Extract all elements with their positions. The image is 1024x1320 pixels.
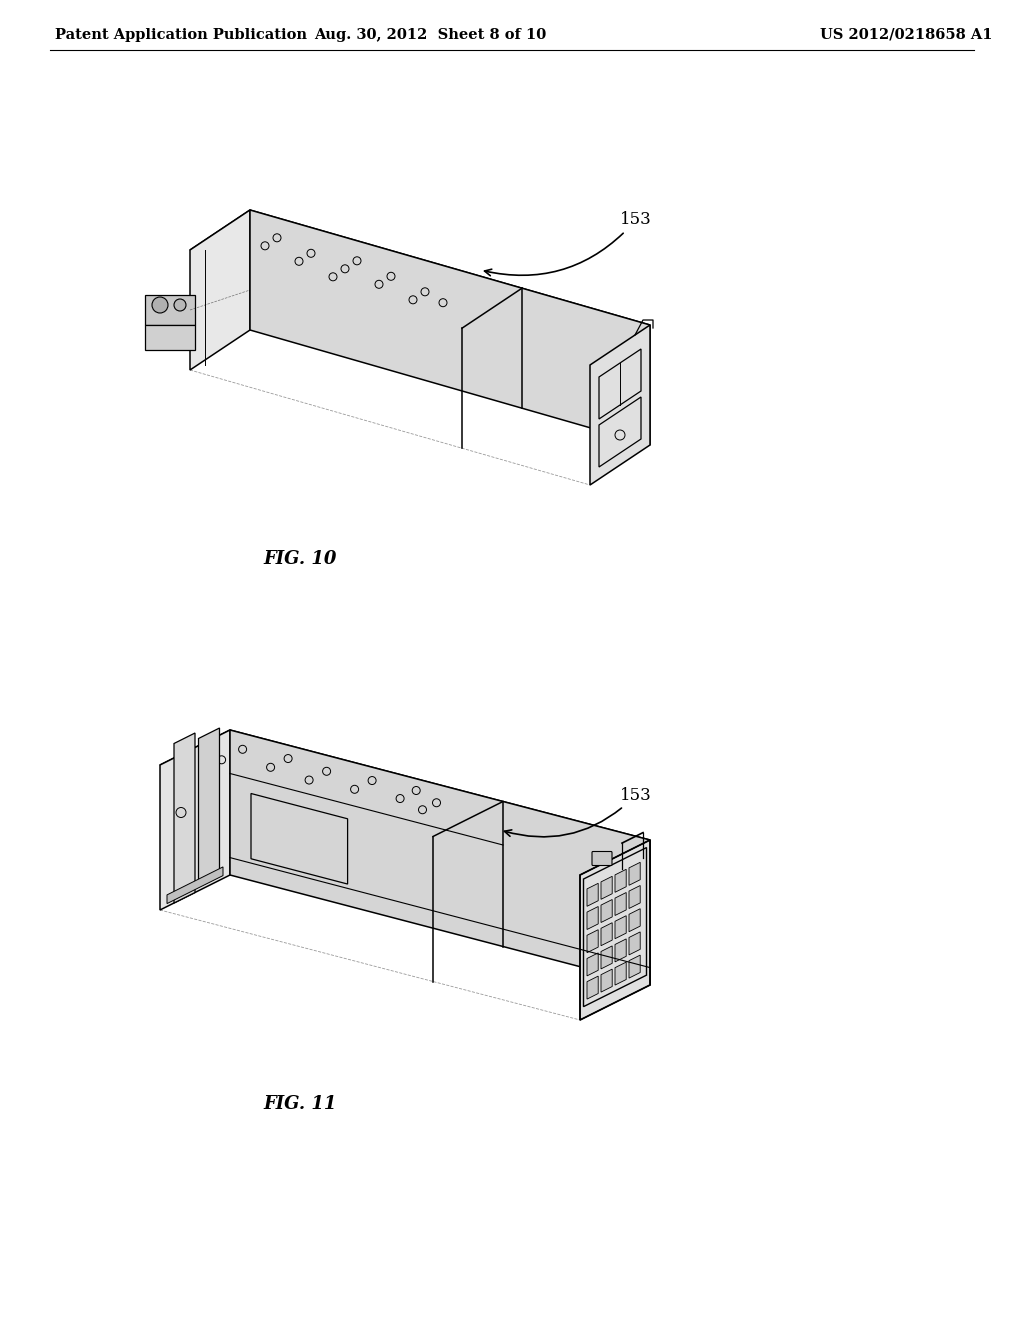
Polygon shape: [601, 876, 612, 899]
Polygon shape: [174, 733, 195, 903]
Polygon shape: [615, 962, 627, 985]
Polygon shape: [629, 862, 640, 886]
Polygon shape: [587, 953, 598, 975]
Polygon shape: [629, 908, 640, 932]
Polygon shape: [587, 975, 598, 999]
Polygon shape: [601, 899, 612, 923]
Polygon shape: [190, 210, 650, 366]
Polygon shape: [629, 886, 640, 908]
Polygon shape: [160, 730, 650, 875]
Text: FIG. 11: FIG. 11: [263, 1096, 337, 1113]
Polygon shape: [601, 969, 612, 993]
Text: Patent Application Publication: Patent Application Publication: [55, 28, 307, 42]
Polygon shape: [167, 867, 223, 904]
Polygon shape: [145, 294, 195, 325]
Polygon shape: [190, 210, 250, 370]
Text: 153: 153: [484, 211, 651, 276]
Text: 153: 153: [505, 787, 651, 837]
Polygon shape: [199, 729, 219, 883]
Polygon shape: [615, 870, 627, 892]
Polygon shape: [587, 907, 598, 929]
Polygon shape: [629, 932, 640, 954]
Circle shape: [152, 297, 168, 313]
Polygon shape: [145, 325, 195, 350]
Polygon shape: [615, 892, 627, 916]
Circle shape: [174, 300, 186, 312]
Polygon shape: [587, 883, 598, 907]
Polygon shape: [629, 956, 640, 978]
Text: FIG. 10: FIG. 10: [263, 550, 337, 568]
Polygon shape: [587, 929, 598, 953]
Polygon shape: [250, 210, 650, 445]
Polygon shape: [160, 730, 230, 909]
Polygon shape: [601, 946, 612, 969]
Polygon shape: [615, 939, 627, 962]
Polygon shape: [590, 325, 650, 484]
Polygon shape: [615, 916, 627, 939]
Polygon shape: [601, 923, 612, 945]
Text: Aug. 30, 2012  Sheet 8 of 10: Aug. 30, 2012 Sheet 8 of 10: [314, 28, 546, 42]
Text: US 2012/0218658 A1: US 2012/0218658 A1: [820, 28, 992, 42]
Polygon shape: [580, 840, 650, 1020]
Polygon shape: [230, 730, 650, 985]
FancyBboxPatch shape: [592, 851, 612, 866]
